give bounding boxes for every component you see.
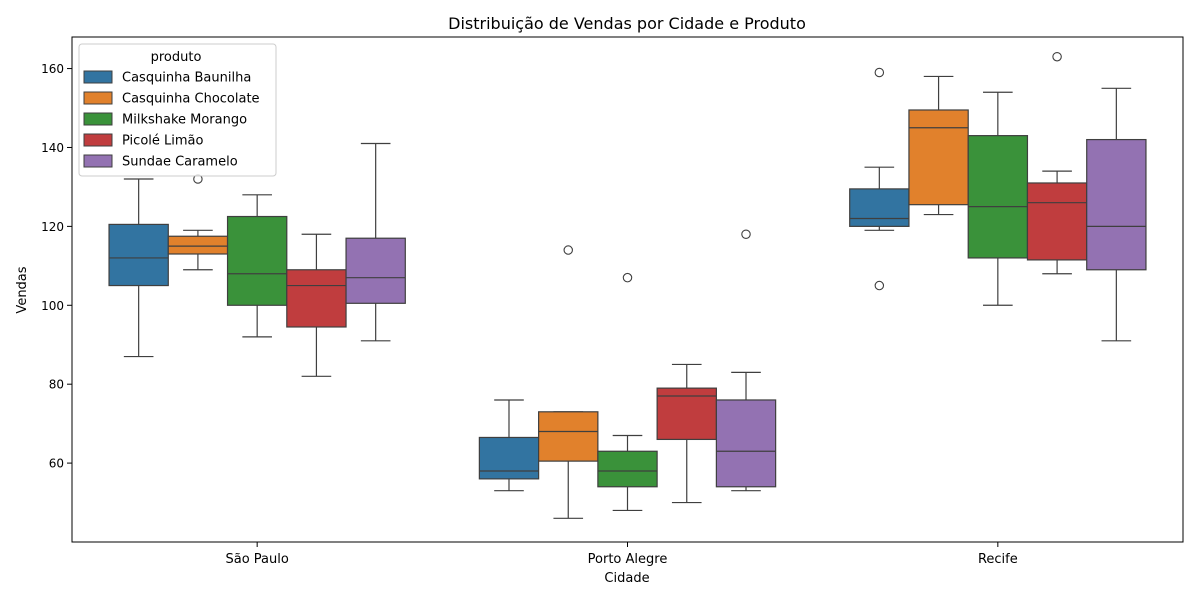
outlier-point — [622, 272, 633, 283]
outlier-point — [874, 67, 885, 78]
box-3-0 — [286, 233, 347, 377]
box-iqr — [849, 188, 910, 227]
legend-title: produto — [151, 50, 202, 65]
box-iqr — [538, 411, 599, 462]
legend-frame — [78, 43, 277, 177]
chart-title: Distribuição de Vendas por Cidade e Prod… — [448, 14, 806, 33]
outlier-point — [563, 245, 573, 255]
box-4-1 — [715, 229, 777, 492]
box-iqr — [656, 387, 717, 441]
box-iqr — [967, 135, 1029, 259]
box-iqr — [715, 399, 777, 488]
legend-label: Casquinha Chocolate — [122, 92, 260, 107]
legend-swatch — [83, 112, 113, 126]
legend: produto Casquinha Baunilha Casquinha Choc… — [78, 43, 277, 177]
box-3-2 — [1026, 51, 1088, 275]
x-axis: São Paulo Porto Alegre Recife — [225, 542, 1018, 567]
y-tick-label: 120 — [41, 220, 64, 234]
x-tick-label: Recife — [978, 552, 1018, 567]
y-tick-label: 140 — [41, 141, 64, 155]
outlier-point — [874, 280, 885, 291]
box-iqr — [908, 109, 969, 206]
legend-swatch — [83, 154, 113, 168]
legend-label: Sundae Caramelo — [122, 155, 238, 170]
legend-swatch — [83, 91, 113, 105]
box-1-2 — [908, 75, 969, 216]
x-tick-label: Porto Alegre — [588, 552, 668, 567]
box-4-0 — [345, 142, 406, 342]
box-1-1 — [538, 245, 599, 519]
box-0-1 — [478, 399, 540, 492]
outlier-point — [741, 229, 751, 240]
box-iqr — [226, 215, 288, 306]
box-4-2 — [1086, 87, 1147, 342]
box-1-0 — [167, 174, 229, 271]
box-3-1 — [656, 363, 717, 504]
box-iqr — [286, 269, 347, 328]
x-axis-label: Cidade — [604, 571, 649, 586]
box-iqr — [1086, 138, 1147, 271]
box-2-1 — [597, 272, 658, 512]
legend-label: Casquinha Baunilha — [122, 71, 251, 86]
box-iqr — [108, 223, 169, 287]
box-iqr — [597, 450, 658, 488]
box-iqr — [478, 436, 540, 480]
y-tick-label: 100 — [41, 299, 64, 313]
box-0-2 — [849, 67, 910, 291]
box-2-2 — [967, 91, 1029, 306]
x-tick-label: São Paulo — [225, 552, 288, 567]
legend-label: Milkshake Morango — [122, 113, 247, 128]
box-iqr — [1026, 182, 1088, 261]
legend-swatch — [83, 70, 113, 84]
y-axis-label: Vendas — [15, 266, 30, 313]
box-iqr — [167, 235, 229, 255]
y-axis: 60 80 100 120 140 160 — [41, 62, 72, 471]
box-iqr — [345, 237, 406, 304]
box-2-0 — [226, 194, 288, 338]
legend-label: Picolé Limão — [122, 134, 203, 149]
plot-layer — [108, 51, 1147, 519]
y-tick-label: 60 — [49, 457, 64, 471]
outlier-point — [1052, 51, 1062, 62]
y-tick-label: 160 — [41, 62, 64, 76]
legend-swatch — [83, 133, 113, 147]
y-tick-label: 80 — [49, 378, 64, 392]
box-0-0 — [108, 178, 169, 358]
